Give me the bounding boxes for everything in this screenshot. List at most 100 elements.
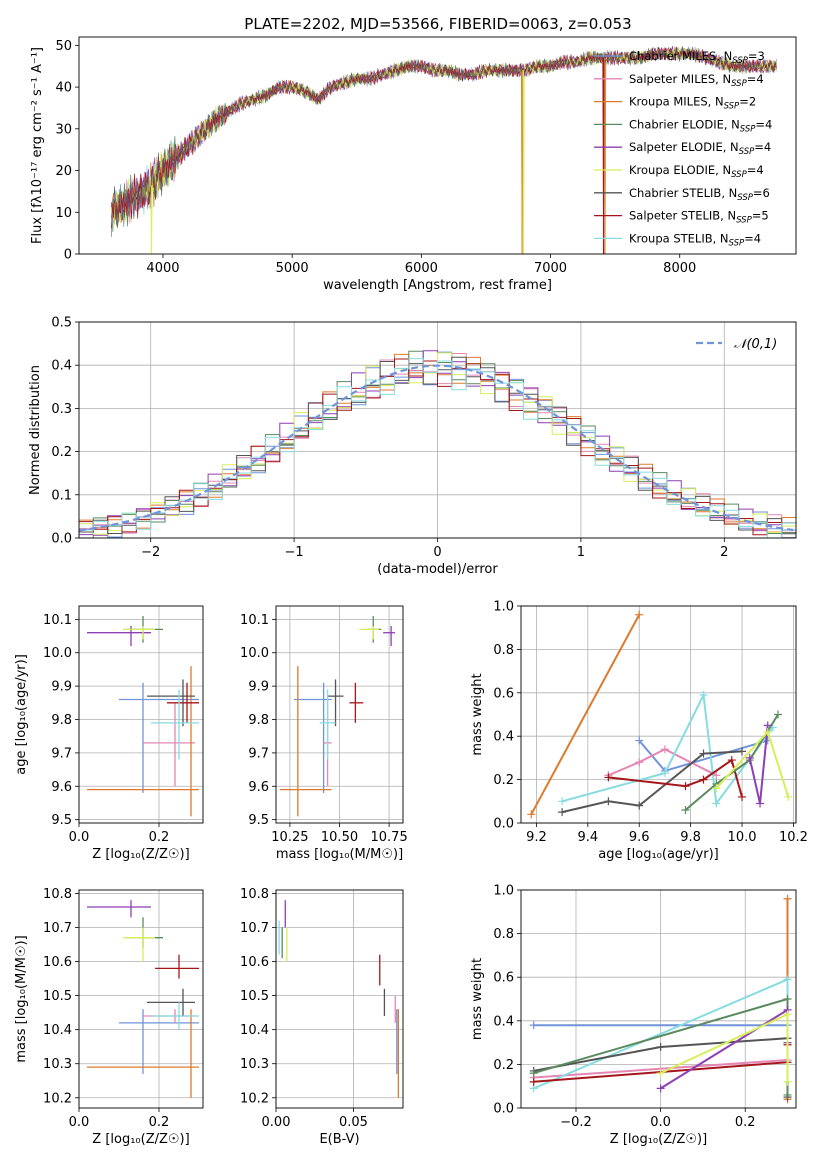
point-marker (738, 792, 747, 801)
point-marker (660, 745, 669, 754)
legend-entry-nssp-label: , N (724, 117, 740, 131)
legend-entry-name: Kroupa STELIB (629, 231, 713, 245)
x-tick-label: 0.2 (149, 1115, 170, 1130)
x-tick-label: 8000 (663, 261, 696, 276)
errorbar-point (127, 917, 163, 948)
errorbar-point (151, 689, 199, 760)
x-tick-label: 0.0 (69, 830, 90, 845)
legend-entry: Salpeter MILES, NSSP=4 (629, 72, 764, 89)
spectrum-panel: 4000 5000 6000 7000 8000 0 10 20 30 40 50 wavelengt… (30, 36, 797, 293)
x-axis-label: mass [log₁₀(M/M☉)] (276, 847, 403, 862)
legend-entry-nssp: =6 (753, 186, 770, 200)
legend-entry-nssp: =4 (754, 140, 771, 154)
errorbar-point (151, 1002, 199, 1030)
y-tick-label: 20 (55, 164, 72, 179)
x-tick-label: 1 (577, 545, 585, 560)
legend-entry-subscript: SSP (732, 56, 748, 66)
y-tick-label: 10.2 (240, 1091, 269, 1106)
histogram-kroupa-stelib (79, 358, 796, 538)
plot-area (79, 350, 796, 538)
legend-entry-subscript: SSP (739, 147, 755, 157)
point-marker (529, 1021, 538, 1030)
legend-entry: Kroupa ELODIE, NSSP=4 (629, 163, 764, 180)
point-marker (712, 784, 721, 793)
legend-entry-nssp: =3 (748, 49, 765, 63)
legend-entry: Kroupa STELIB, NSSP=4 (629, 231, 761, 248)
residual-histogram-panel: −2 −1 0 1 2 0.0 0.1 0.2 0.3 0.4 0.5 (data-model)/er… (28, 316, 797, 577)
y-tick-label: 10.1 (240, 613, 269, 628)
point-marker (783, 975, 792, 984)
y-tick-label: 9.7 (248, 746, 269, 761)
y-tick-label: 0.4 (51, 359, 72, 374)
x-tick-label: 0.2 (735, 1115, 756, 1130)
plot-area (527, 610, 793, 819)
point-marker (527, 810, 536, 819)
legend-entry-nssp: =2 (739, 95, 756, 109)
point-marker (738, 747, 747, 756)
x-axis-label: Z [log₁₀(Z/Z☉)] (610, 1132, 707, 1147)
age-vs-mass-panel: 10.25 10.50 10.75 9.5 9.6 9.7 9.8 9.9 10.0 10.1 ma… (240, 605, 408, 862)
x-tick-label: 0.00 (262, 1115, 291, 1130)
y-tick-label: 1.0 (493, 884, 514, 899)
point-marker (699, 690, 708, 699)
legend-entry: Chabrier ELODIE, NSSP=4 (629, 117, 772, 134)
y-tick-label: 9.9 (51, 680, 72, 695)
y-tick-label: 0.6 (493, 686, 514, 701)
y-tick-label: 10.7 (240, 921, 269, 936)
x-tick-label: 10.75 (371, 830, 408, 845)
legend-entry-subscript: SSP (729, 238, 745, 248)
legend-entry-name: Chabrier MILES (629, 49, 716, 63)
y-tick-label: 0.4 (493, 1014, 514, 1029)
x-axis-label: Z [log₁₀(Z/Z☉)] (92, 1132, 189, 1147)
grid-lines (78, 606, 203, 823)
x-tick-label: 9.4 (577, 830, 598, 845)
legend-entry-nssp: =5 (752, 209, 769, 223)
legend-entry-name: Chabrier ELODIE (629, 117, 724, 131)
x-tick-label: −1 (285, 545, 304, 560)
point-marker (681, 805, 690, 814)
y-tick-label: 10.6 (240, 955, 269, 970)
y-tick-label: 30 (55, 122, 72, 137)
point-marker (783, 1077, 792, 1086)
errorbar-point (123, 626, 155, 640)
axes-frame (520, 605, 797, 824)
point-marker (635, 610, 644, 619)
legend-entry: Kroupa MILES, NSSP=2 (629, 95, 756, 112)
plot-area (279, 616, 396, 817)
y-tick-label: 9.8 (51, 713, 72, 728)
legend-entry-subscript: SSP (724, 102, 740, 112)
y-tick-label: 9.7 (51, 746, 72, 761)
x-tick-label: −0.2 (560, 1115, 592, 1130)
x-tick-label: 9.6 (629, 830, 650, 845)
errorbar-point (293, 682, 332, 793)
errorbar-point (167, 682, 199, 723)
legend-entry: Salpeter ELODIE, NSSP=4 (629, 140, 771, 157)
legend-entry-nssp-label: , N (721, 186, 737, 200)
point-marker (783, 995, 792, 1003)
legend-entry-nssp-label: , N (708, 95, 724, 109)
y-tick-label: 10.8 (240, 887, 269, 902)
point-marker (756, 799, 765, 808)
y-tick-label: 0.2 (493, 773, 514, 788)
y-tick-label: 9.6 (51, 780, 72, 795)
legend-entry: Salpeter STELIB, NSSP=5 (629, 209, 769, 226)
x-axis-label: wavelength [Angstrom, rest frame] (323, 278, 552, 293)
errorbar-point (319, 689, 336, 760)
y-tick-label: 0.4 (493, 730, 514, 745)
x-tick-label: 4000 (146, 261, 179, 276)
y-tick-label: 50 (55, 39, 72, 54)
mass-weight-line-kroupa-miles (530, 614, 641, 815)
figure-title: PLATE=2202, MJD=53566, FIBERID=0063, z=0… (244, 15, 631, 33)
y-tick-label: 0 (64, 248, 72, 263)
legend-entry-nssp-label: , N (713, 231, 729, 245)
y-tick-label: 0.0 (493, 1102, 514, 1117)
plot-area (278, 900, 400, 1098)
point-marker (783, 894, 792, 903)
errorbar-point (359, 626, 380, 640)
y-tick-label: 0.8 (493, 643, 514, 658)
y-tick-label: 10.5 (240, 989, 269, 1004)
y-tick-label: 0.1 (51, 488, 72, 503)
y-tick-label: 10.1 (43, 613, 72, 628)
errorbar-point (87, 900, 151, 918)
y-tick-label: 10.4 (240, 1023, 269, 1038)
